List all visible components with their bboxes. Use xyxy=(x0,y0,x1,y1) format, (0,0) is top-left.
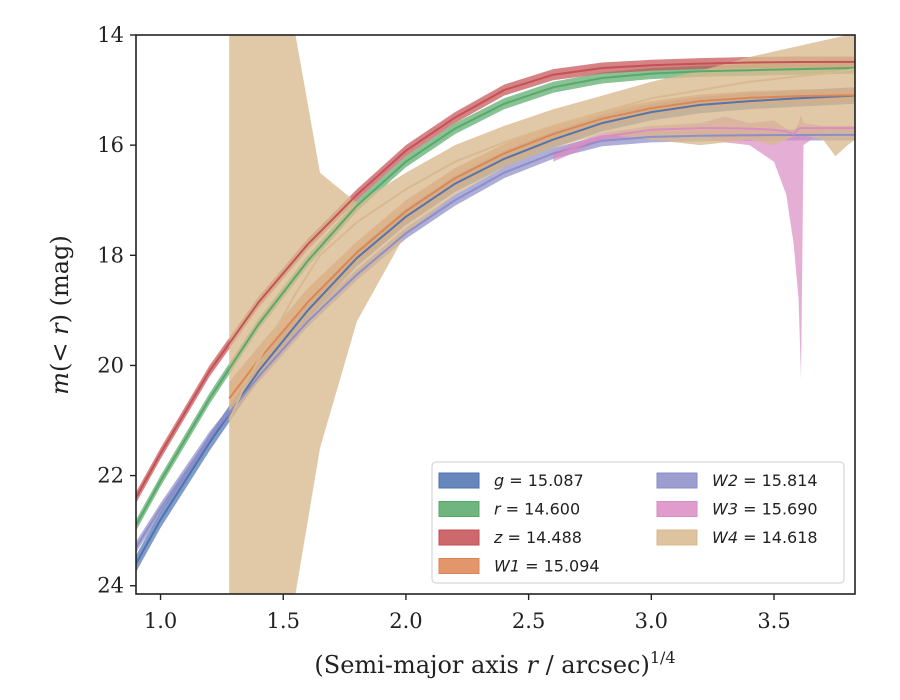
series-lines xyxy=(136,60,855,565)
legend-label-r: r = 14.600 xyxy=(494,500,580,519)
line-w2 xyxy=(136,133,855,548)
legend-swatch-w4 xyxy=(656,529,698,546)
legend-item-r: r = 14.600 xyxy=(438,500,580,519)
legend-label-w4: W4 = 14.618 xyxy=(712,528,818,547)
x-axis: 1.0 1.5 2.0 2.5 3.0 3.5 xyxy=(144,594,791,633)
legend-swatch-w2 xyxy=(656,472,698,489)
legend: g = 15.087 r = 14.600 z = 14.488 W1 = 15.09… xyxy=(431,461,845,584)
legend-label-z: z = 14.488 xyxy=(493,528,582,547)
y-axis-label: m(< r) (mag) xyxy=(46,235,74,395)
y-tick-label: 20 xyxy=(97,353,124,377)
y-tick-label: 18 xyxy=(97,243,124,267)
legend-swatch-w1 xyxy=(438,558,480,574)
line-w4 xyxy=(228,68,855,421)
legend-frame xyxy=(431,461,845,584)
legend-item-w2: W2 = 15.814 xyxy=(656,471,818,490)
band-w4 xyxy=(229,35,855,594)
band-w3 xyxy=(553,114,855,380)
line-z xyxy=(136,60,855,499)
legend-item-w1: W1 = 15.094 xyxy=(438,557,600,576)
legend-label-w1: W1 = 15.094 xyxy=(494,557,600,576)
line-w3 xyxy=(552,127,855,158)
x-tick-label: 2.5 xyxy=(512,609,545,633)
legend-swatch-w3 xyxy=(656,501,698,517)
x-tick-label: 3.5 xyxy=(757,609,790,633)
x-axis-label: (Semi-major axis r / arcsec)1/4 xyxy=(314,648,675,679)
line-r xyxy=(136,67,855,526)
y-tick-label: 16 xyxy=(97,133,124,157)
line-w1 xyxy=(228,94,855,400)
plot-frame xyxy=(135,34,856,595)
legend-item-w4: W4 = 14.618 xyxy=(656,528,818,547)
y-tick-label: 24 xyxy=(97,574,124,598)
legend-label-g: g = 15.087 xyxy=(494,471,584,490)
x-tick-label: 1.0 xyxy=(144,609,177,633)
y-tick-label: 22 xyxy=(97,464,124,488)
legend-item-w3: W3 = 15.690 xyxy=(656,500,818,519)
y-axis: 14 16 18 20 22 24 xyxy=(97,23,136,598)
legend-label-w3: W3 = 15.690 xyxy=(712,500,818,519)
legend-item-z: z = 14.488 xyxy=(438,528,582,547)
legend-swatch-z xyxy=(438,529,480,546)
legend-label-w2: W2 = 15.814 xyxy=(712,471,818,490)
x-tick-label: 3.0 xyxy=(635,609,668,633)
legend-swatch-r xyxy=(438,501,480,517)
legend-item-g: g = 15.087 xyxy=(438,471,584,490)
x-tick-label: 2.0 xyxy=(389,609,422,633)
y-tick-label: 14 xyxy=(97,23,124,47)
legend-swatch-g xyxy=(438,472,480,489)
x-tick-label: 1.5 xyxy=(267,609,300,633)
